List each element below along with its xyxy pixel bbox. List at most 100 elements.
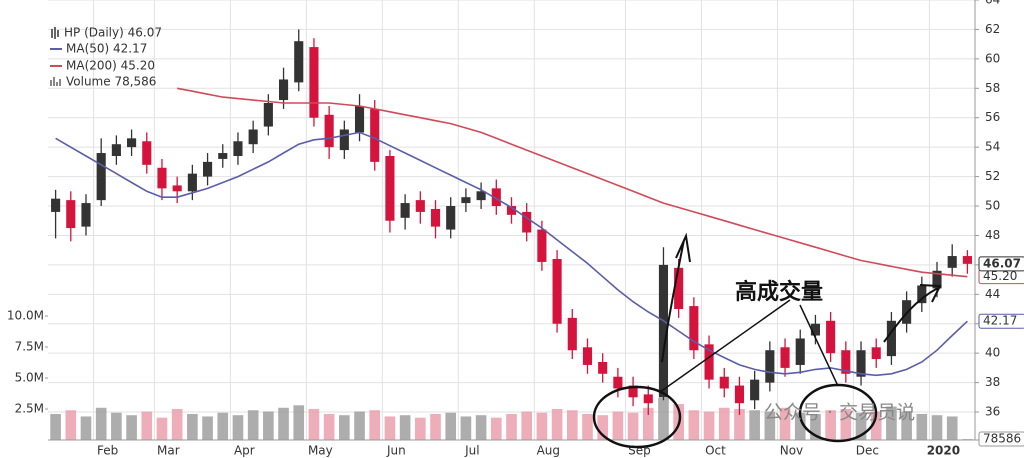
candle-body bbox=[567, 317, 577, 351]
candle-body bbox=[203, 161, 213, 177]
value-tag-box bbox=[978, 313, 1024, 329]
volume-bar bbox=[734, 409, 745, 440]
annotation: 高成交量 bbox=[735, 279, 823, 305]
pointer-line bbox=[659, 299, 839, 393]
arrow bbox=[883, 284, 942, 343]
volume-bar bbox=[749, 410, 760, 440]
volume-bar bbox=[916, 413, 928, 440]
volume-bar bbox=[855, 412, 867, 440]
candle-body bbox=[962, 256, 972, 264]
volume-bar bbox=[399, 415, 411, 440]
candle-body bbox=[871, 347, 881, 360]
x-tick-label: Jun bbox=[386, 444, 406, 458]
candle-body bbox=[826, 320, 836, 354]
volume-bar bbox=[171, 409, 183, 440]
y2-tick-label: 2.5M bbox=[15, 402, 44, 416]
candle-body bbox=[400, 203, 410, 218]
grid: 3638404244464850525456586062642.5M5.0M7.… bbox=[7, 0, 1000, 458]
y-tick-label: 48 bbox=[985, 228, 1000, 242]
annotations: 高成交量 公众号 · 交易员说 bbox=[592, 232, 942, 449]
y2-tick-label: 7.5M bbox=[15, 340, 44, 354]
circle-note bbox=[592, 385, 682, 449]
volume-bar bbox=[278, 407, 289, 440]
candle-body bbox=[613, 376, 623, 389]
candle-body bbox=[658, 264, 669, 398]
ma-line bbox=[55, 131, 968, 377]
volume-bar bbox=[141, 411, 153, 440]
candle-body bbox=[278, 79, 289, 101]
x-tick-label: Feb bbox=[97, 444, 118, 458]
legend: HP (Daily) 46.07 MA(50) 42.17 MA(200) 45… bbox=[50, 26, 162, 89]
volume-bar bbox=[202, 416, 213, 440]
candle-body bbox=[765, 350, 775, 383]
watermark: 公众号 · 交易员说 bbox=[764, 402, 915, 424]
legend-entry: MA(50) 42.17 bbox=[66, 42, 147, 56]
y-tick-label: 50 bbox=[985, 199, 1000, 213]
x-tick-label: Oct bbox=[705, 444, 726, 458]
volume-bar bbox=[126, 415, 137, 440]
candle-body bbox=[491, 188, 501, 207]
volume-bar bbox=[293, 405, 305, 440]
candle-body bbox=[172, 185, 182, 192]
volume-bar bbox=[430, 413, 441, 440]
candle-body bbox=[263, 103, 273, 127]
y-tick-label: 60 bbox=[985, 51, 1000, 65]
candle-body bbox=[354, 105, 365, 133]
legend-entry: HP (Daily) 46.07 bbox=[64, 26, 162, 40]
candle-body bbox=[704, 344, 714, 380]
candle-body bbox=[856, 350, 866, 377]
candle-body bbox=[522, 211, 532, 233]
value-tag: 78586 bbox=[983, 432, 1021, 446]
volume-bar bbox=[95, 407, 107, 440]
y-tick-label: 40 bbox=[985, 346, 1000, 360]
candle-body bbox=[66, 200, 76, 229]
volume-bar bbox=[232, 415, 244, 440]
value-tag: 42.17 bbox=[983, 314, 1017, 328]
arrow bbox=[661, 232, 691, 363]
candle-body bbox=[674, 267, 684, 310]
candle-body bbox=[750, 379, 760, 401]
volume-bar bbox=[642, 407, 654, 440]
candle-body bbox=[370, 108, 380, 162]
volume-bar bbox=[156, 417, 168, 440]
candle-body bbox=[248, 129, 258, 145]
value-tag: 45.20 bbox=[983, 269, 1017, 283]
candle-body bbox=[127, 138, 137, 148]
volume-bar bbox=[187, 413, 198, 440]
candle-body bbox=[598, 362, 608, 374]
candle-body bbox=[537, 229, 547, 262]
candle-body bbox=[582, 347, 593, 365]
candle-body bbox=[81, 203, 91, 227]
candle-body bbox=[187, 173, 197, 192]
candle-body bbox=[719, 376, 729, 389]
y-tick-label: 36 bbox=[985, 405, 1000, 419]
candle-body bbox=[446, 206, 456, 230]
volume-bar bbox=[506, 413, 517, 440]
volume-bar bbox=[521, 411, 533, 440]
candle-body bbox=[506, 206, 517, 215]
volume-bar bbox=[764, 411, 776, 440]
volume-bar bbox=[779, 407, 791, 440]
volume-bar bbox=[703, 411, 715, 440]
candle-body bbox=[643, 394, 653, 404]
y-tick-label: 56 bbox=[985, 110, 1000, 124]
candle-body bbox=[96, 153, 106, 201]
candle-body bbox=[157, 167, 167, 189]
candle-body bbox=[233, 141, 243, 156]
candle-body bbox=[810, 323, 820, 336]
x-tick-label: Aug bbox=[537, 444, 560, 458]
volume-bar bbox=[339, 415, 350, 440]
volume-bar bbox=[901, 411, 912, 440]
y2-tick-label: 10.0M bbox=[7, 309, 44, 323]
legend-entry: MA(200) 45.20 bbox=[66, 59, 155, 73]
x-tick-label: Jul bbox=[464, 444, 479, 458]
volume-bar bbox=[354, 411, 365, 440]
volume-bar bbox=[263, 411, 274, 440]
volume-bar bbox=[490, 417, 502, 440]
candle-body bbox=[385, 155, 395, 221]
volume-bar bbox=[217, 412, 229, 440]
volume-bar bbox=[658, 397, 669, 440]
candle-body bbox=[476, 191, 486, 201]
candle-body bbox=[324, 114, 334, 148]
candle-body bbox=[734, 385, 745, 404]
